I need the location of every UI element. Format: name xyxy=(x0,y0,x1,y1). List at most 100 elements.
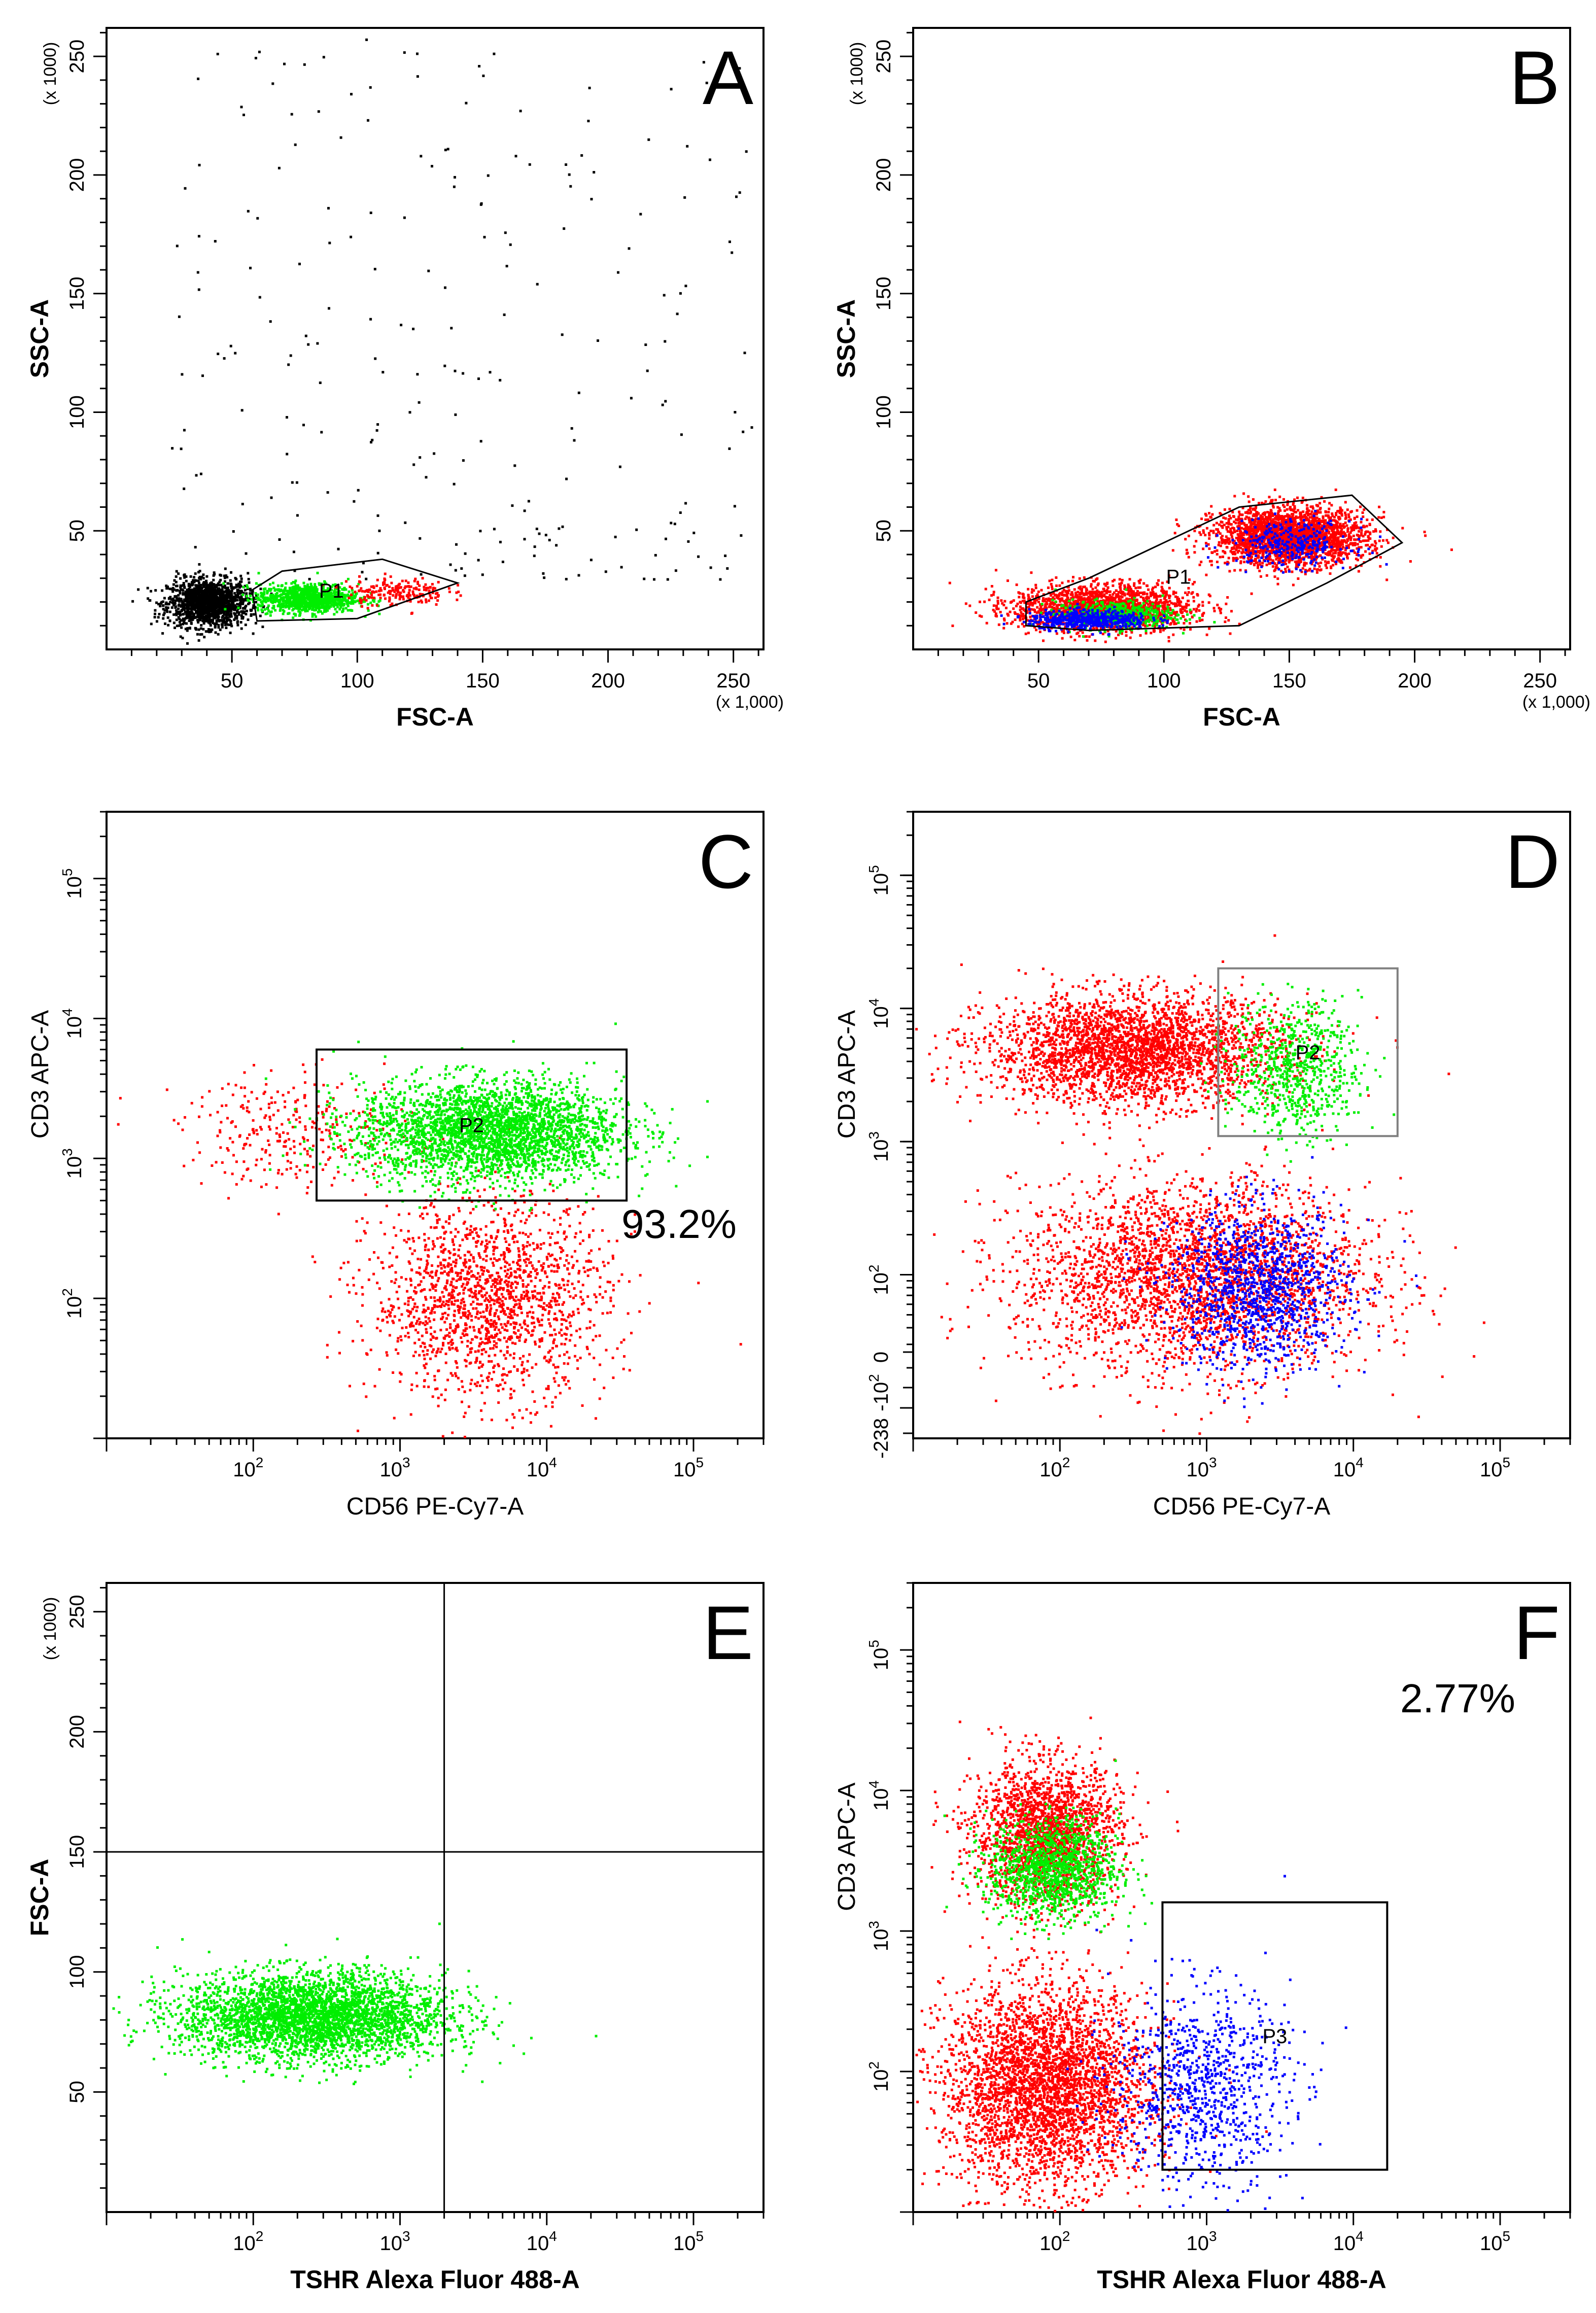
x-tick-label: 105 xyxy=(1480,2228,1510,2255)
x-axis: 102 103 104 105 xyxy=(107,2212,764,2255)
x-tick-label: 50 xyxy=(1027,670,1050,692)
y-tick-label: 200 xyxy=(873,158,895,192)
gate-label-p2: P2 xyxy=(459,1115,484,1137)
y-tick-label: 200 xyxy=(66,158,88,192)
y-tick-label: 104 xyxy=(866,998,892,1029)
x-axis-title: CD56 PE-Cy7-A xyxy=(1153,1493,1330,1520)
x-tick-label: 104 xyxy=(527,1455,557,1481)
x-axis: 50 100 150 200 250 xyxy=(131,649,758,692)
x-axis: 102 103 104 105 xyxy=(913,1438,1570,1481)
x-tick-label: 200 xyxy=(591,670,625,692)
x-tick-label: 102 xyxy=(1039,1455,1070,1481)
x-tick-label: 150 xyxy=(1272,670,1306,692)
y-axis-title: SSC-A xyxy=(832,299,860,378)
x-tick-label: 105 xyxy=(673,2228,704,2255)
x-tick-label: 103 xyxy=(1186,2228,1217,2255)
y-tick-label: 250 xyxy=(66,40,88,74)
plot-frame xyxy=(107,28,764,649)
panel-b: P1 B 50 100 150 200 250 50 100 150 200 250 FSC-A SSC-… xyxy=(832,28,1590,731)
x-tick-label: 50 xyxy=(221,670,244,692)
plot-frame xyxy=(107,1583,764,2212)
y-tick-label: 102 xyxy=(59,1288,86,1319)
x-axis-title: TSHR Alexa Fluor 488-A xyxy=(290,2265,580,2294)
panel-letter: C xyxy=(699,819,753,904)
y-tick-label: 250 xyxy=(873,40,895,74)
x-multiplier-label: (x 1,000) xyxy=(716,693,784,712)
y-axis-title: SSC-A xyxy=(25,299,54,378)
flow-cytometry-figure: P1 A 50 100 150 200 250 50 100 150 200 250 FSC-A SSC-… xyxy=(0,0,1596,2313)
y-tick-label: 105 xyxy=(866,865,892,895)
gate-label-p1: P1 xyxy=(319,580,344,602)
gate-percentage: 2.77% xyxy=(1400,1676,1515,1721)
gate-label-p1: P1 xyxy=(1166,566,1191,589)
y-tick-label: 0 xyxy=(870,1352,892,1363)
y-tick-label: 200 xyxy=(66,1715,88,1749)
x-axis: 102 103 104 105 xyxy=(107,1438,764,1481)
panel-a: P1 A 50 100 150 200 250 50 100 150 200 250 FSC-A SSC-… xyxy=(25,28,784,731)
y-tick-label: 104 xyxy=(59,1008,86,1039)
y-tick-label: 105 xyxy=(59,869,86,899)
y-tick-label: 105 xyxy=(866,1640,892,1670)
x-tick-label: 150 xyxy=(466,670,500,692)
x-axis-title: TSHR Alexa Fluor 488-A xyxy=(1097,2265,1386,2294)
x-axis-title: FSC-A xyxy=(396,703,474,731)
x-tick-label: 102 xyxy=(233,1455,263,1481)
y-tick-label: 50 xyxy=(66,520,88,542)
panel-letter: D xyxy=(1505,819,1560,904)
y-tick-label: 100 xyxy=(66,395,88,429)
y-axis-title: CD3 APC-A xyxy=(834,1782,860,1911)
y-tick-label: -238 xyxy=(870,1418,892,1459)
x-axis-title: FSC-A xyxy=(1203,703,1280,731)
y-axis: 50 100 150 200 250 xyxy=(873,32,913,626)
y-axis-title: CD3 APC-A xyxy=(834,1010,860,1138)
y-tick-label: 150 xyxy=(66,277,88,310)
x-tick-label: 105 xyxy=(1480,1455,1510,1481)
x-tick-label: 250 xyxy=(716,670,750,692)
y-axis: 102 103 104 105 xyxy=(59,812,107,1438)
panel-letter: B xyxy=(1509,35,1560,120)
y-multiplier-label: (x 1000) xyxy=(41,1597,60,1661)
x-tick-label: 250 xyxy=(1523,670,1557,692)
y-tick-label: -102 xyxy=(866,1374,892,1411)
y-multiplier-label: (x 1000) xyxy=(41,42,60,106)
x-tick-label: 103 xyxy=(1186,1455,1217,1481)
y-tick-label: 50 xyxy=(873,520,895,542)
y-tick-label: 102 xyxy=(866,1265,892,1295)
panel-letter: E xyxy=(703,1590,753,1675)
x-tick-label: 104 xyxy=(1333,1455,1364,1481)
y-tick-label: 104 xyxy=(866,1780,892,1811)
y-tick-label: 102 xyxy=(866,2061,892,2092)
x-tick-label: 103 xyxy=(379,1455,410,1481)
y-multiplier-label: (x 1000) xyxy=(847,42,866,106)
y-axis: 102 103 104 105 xyxy=(866,1583,913,2212)
x-axis: 102 103 104 105 xyxy=(913,2212,1570,2255)
y-axis-title: CD3 APC-A xyxy=(27,1010,54,1138)
panel-letter: A xyxy=(703,35,753,120)
y-axis: -238 -102 0 102 103 104 105 xyxy=(866,812,913,1459)
y-tick-label: 150 xyxy=(873,277,895,310)
x-tick-label: 103 xyxy=(379,2228,410,2255)
y-tick-label: 103 xyxy=(59,1148,86,1179)
x-tick-label: 104 xyxy=(527,2228,557,2255)
x-tick-label: 200 xyxy=(1398,670,1432,692)
y-tick-label: 103 xyxy=(866,1131,892,1162)
x-tick-label: 100 xyxy=(340,670,374,692)
x-tick-label: 104 xyxy=(1333,2228,1364,2255)
y-tick-label: 50 xyxy=(66,2081,88,2103)
y-tick-label: 100 xyxy=(873,395,895,429)
x-tick-label: 100 xyxy=(1147,670,1181,692)
x-axis: 50 100 150 200 250 xyxy=(938,649,1565,692)
y-tick-label: 250 xyxy=(66,1595,88,1629)
x-multiplier-label: (x 1,000) xyxy=(1522,693,1590,712)
x-tick-label: 105 xyxy=(673,1455,704,1481)
y-axis: 50 100 150 200 250 xyxy=(66,32,107,626)
x-tick-label: 102 xyxy=(233,2228,263,2255)
gate-label-p2: P2 xyxy=(1296,1042,1321,1064)
y-axis-title: FSC-A xyxy=(25,1859,54,1937)
y-tick-label: 103 xyxy=(866,1921,892,1951)
gate-label-p3: P3 xyxy=(1262,2025,1287,2048)
